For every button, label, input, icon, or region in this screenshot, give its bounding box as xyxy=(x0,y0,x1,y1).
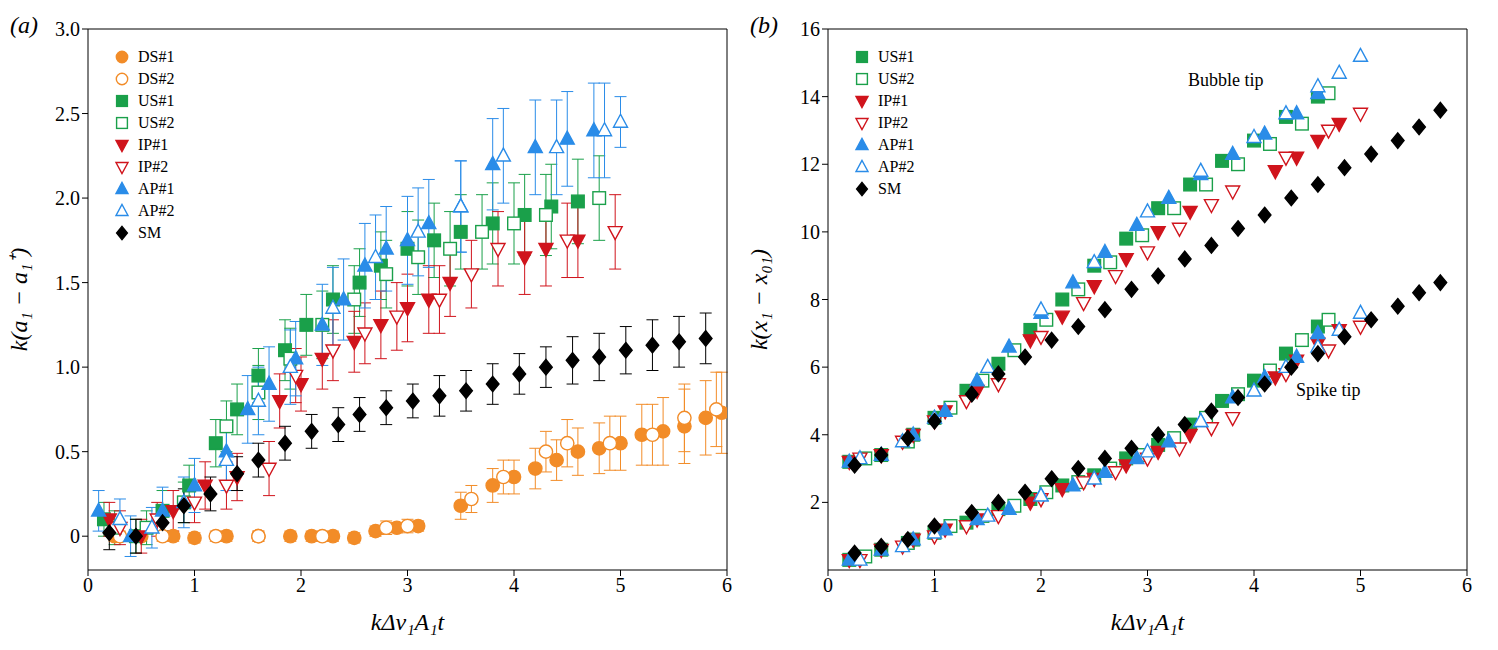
svg-text:0: 0 xyxy=(83,574,93,596)
svg-text:3.0: 3.0 xyxy=(55,18,80,40)
html-text:Bubble tip: Bubble tip xyxy=(1188,70,1264,90)
html-text:AP#1: AP#1 xyxy=(138,180,175,197)
svg-text:k(a₁ − a₁⁺): k(a₁ − a₁⁺) xyxy=(8,248,32,352)
html-text:Spike tip: Spike tip xyxy=(1296,380,1361,400)
html-text:DS#1: DS#1 xyxy=(138,48,175,65)
svg-text:0: 0 xyxy=(70,525,80,547)
svg-text:12: 12 xyxy=(800,153,820,175)
svg-text:3: 3 xyxy=(1143,574,1153,596)
html-text:SM: SM xyxy=(878,180,902,197)
svg-text:1: 1 xyxy=(190,574,200,596)
svg-text:2: 2 xyxy=(296,574,306,596)
html-text:DS#2: DS#2 xyxy=(138,70,175,87)
html-text:IP#1: IP#1 xyxy=(878,92,909,109)
svg-text:6: 6 xyxy=(810,356,820,378)
svg-text:3: 3 xyxy=(403,574,413,596)
html-text:SM: SM xyxy=(138,224,162,241)
svg-text:5: 5 xyxy=(616,574,626,596)
svg-text:5: 5 xyxy=(1356,574,1366,596)
svg-text:1.5: 1.5 xyxy=(55,272,80,294)
svg-text:2: 2 xyxy=(810,491,820,513)
svg-text:1: 1 xyxy=(930,574,940,596)
html-text:US#2: US#2 xyxy=(138,114,175,131)
svg-text:kΔv₁A₁t: kΔv₁A₁t xyxy=(1111,609,1186,635)
html-text:IP#2: IP#2 xyxy=(138,158,169,175)
html-text:US#2: US#2 xyxy=(878,70,915,87)
html-text:AP#1: AP#1 xyxy=(878,136,915,153)
svg-text:0: 0 xyxy=(823,574,833,596)
svg-text:6: 6 xyxy=(722,574,732,596)
svg-text:8: 8 xyxy=(810,289,820,311)
html-text:US#1: US#1 xyxy=(138,92,175,109)
svg-text:16: 16 xyxy=(800,18,820,40)
html-text:US#1: US#1 xyxy=(878,48,915,65)
svg-text:kΔv₁A₁t: kΔv₁A₁t xyxy=(371,609,446,635)
svg-text:4: 4 xyxy=(810,424,820,446)
svg-text:2.0: 2.0 xyxy=(55,187,80,209)
svg-text:10: 10 xyxy=(800,221,820,243)
html-text:(b): (b) xyxy=(750,12,778,38)
html-text:(a): (a) xyxy=(10,12,38,38)
svg-text:6: 6 xyxy=(1462,574,1472,596)
html-text:IP#2: IP#2 xyxy=(878,114,909,131)
html-text:IP#1: IP#1 xyxy=(138,136,169,153)
html-text:AP#2: AP#2 xyxy=(878,158,915,175)
svg-text:k(x₁ − x₀₁): k(x₁ − x₀₁) xyxy=(748,249,772,350)
svg-text:4: 4 xyxy=(509,574,519,596)
svg-text:2.5: 2.5 xyxy=(55,103,80,125)
svg-text:2: 2 xyxy=(1036,574,1046,596)
svg-text:0.5: 0.5 xyxy=(55,441,80,463)
svg-text:4: 4 xyxy=(1249,574,1259,596)
svg-text:1.0: 1.0 xyxy=(55,356,80,378)
svg-text:14: 14 xyxy=(800,86,820,108)
html-text:AP#2: AP#2 xyxy=(138,202,175,219)
